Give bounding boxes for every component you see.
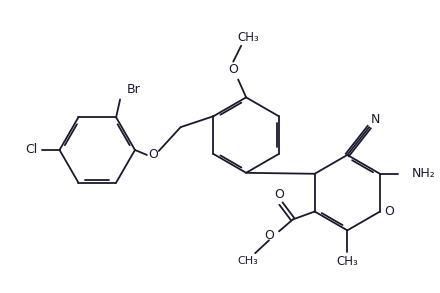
Text: Br: Br xyxy=(127,83,141,96)
Text: O: O xyxy=(384,205,394,218)
Text: O: O xyxy=(148,149,158,161)
Text: O: O xyxy=(228,63,238,76)
Text: N: N xyxy=(370,113,380,126)
Text: CH₃: CH₃ xyxy=(237,31,259,44)
Text: O: O xyxy=(274,188,284,201)
Text: CH₃: CH₃ xyxy=(238,256,259,266)
Text: O: O xyxy=(264,229,274,242)
Text: Cl: Cl xyxy=(26,144,38,156)
Text: CH₃: CH₃ xyxy=(337,255,358,268)
Text: NH₂: NH₂ xyxy=(412,167,436,180)
